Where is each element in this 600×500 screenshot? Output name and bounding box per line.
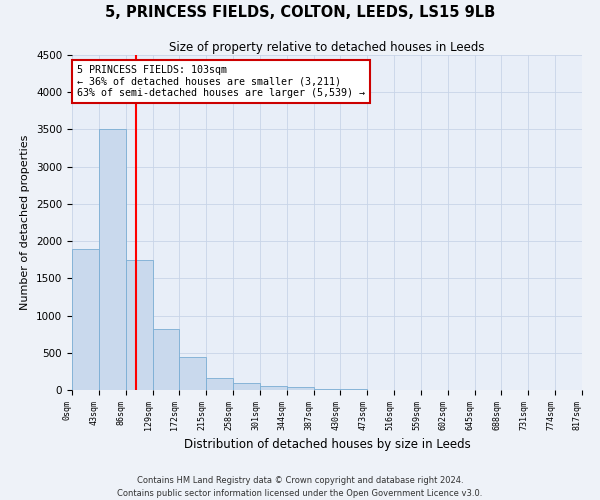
Bar (72, 248, 99, 390)
Bar (152, 329, 179, 390)
Y-axis label: Number of detached properties: Number of detached properties (20, 135, 31, 310)
Bar (314, 388, 340, 390)
Text: 5, PRINCESS FIELDS, COLTON, LEEDS, LS15 9LB: 5, PRINCESS FIELDS, COLTON, LEEDS, LS15 … (105, 5, 495, 20)
Bar (179, 356, 206, 390)
Title: Size of property relative to detached houses in Leeds: Size of property relative to detached ho… (169, 41, 485, 54)
Bar (260, 386, 287, 390)
X-axis label: Distribution of detached houses by size in Leeds: Distribution of detached houses by size … (184, 438, 470, 451)
Bar (99, 130, 125, 390)
Bar (206, 378, 233, 390)
Bar (125, 260, 152, 390)
Text: 5 PRINCESS FIELDS: 103sqm
← 36% of detached houses are smaller (3,211)
63% of se: 5 PRINCESS FIELDS: 103sqm ← 36% of detac… (77, 65, 365, 98)
Bar (233, 382, 260, 390)
Text: Contains HM Land Registry data © Crown copyright and database right 2024.
Contai: Contains HM Land Registry data © Crown c… (118, 476, 482, 498)
Bar (287, 387, 314, 390)
